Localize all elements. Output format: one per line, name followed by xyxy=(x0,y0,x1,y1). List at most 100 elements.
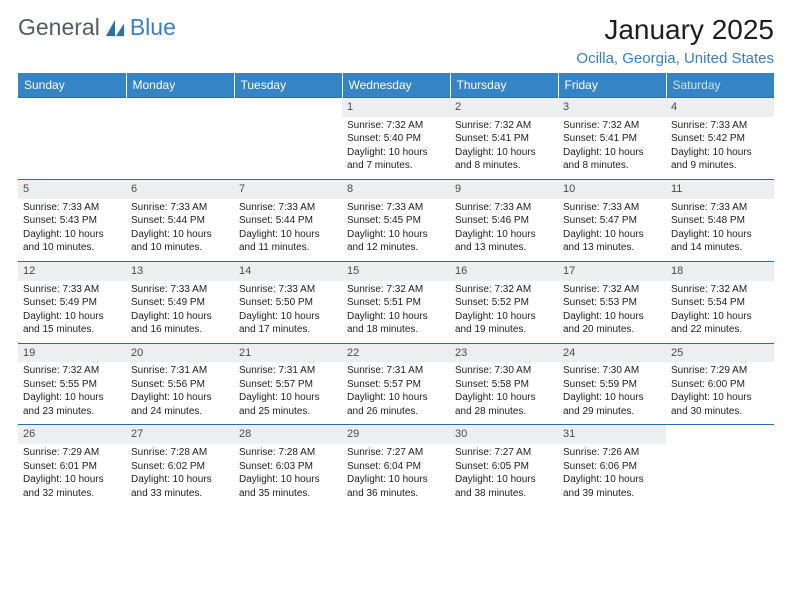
day-number: 25 xyxy=(666,344,774,363)
calendar-cell: 21Sunrise: 7:31 AMSunset: 5:57 PMDayligh… xyxy=(234,343,342,425)
header-tuesday: Tuesday xyxy=(234,73,342,98)
calendar-cell: 11Sunrise: 7:33 AMSunset: 5:48 PMDayligh… xyxy=(666,179,774,261)
daylight-text: Daylight: 10 hours and 33 minutes. xyxy=(131,473,229,500)
day-body xyxy=(126,102,234,110)
calendar-cell: 22Sunrise: 7:31 AMSunset: 5:57 PMDayligh… xyxy=(342,343,450,425)
day-number: 28 xyxy=(234,425,342,444)
calendar-cell: 27Sunrise: 7:28 AMSunset: 6:02 PMDayligh… xyxy=(126,425,234,506)
title-block: January 2025 Ocilla, Georgia, United Sta… xyxy=(576,14,774,67)
sunset-text: Sunset: 5:49 PM xyxy=(23,296,121,310)
sunrise-text: Sunrise: 7:31 AM xyxy=(347,364,445,378)
day-number: 4 xyxy=(666,98,774,117)
day-number: 11 xyxy=(666,180,774,199)
calendar-cell xyxy=(126,98,234,180)
day-number: 1 xyxy=(342,98,450,117)
sunset-text: Sunset: 6:06 PM xyxy=(563,460,661,474)
day-number: 19 xyxy=(18,344,126,363)
day-body: Sunrise: 7:27 AMSunset: 6:05 PMDaylight:… xyxy=(450,444,558,506)
day-body: Sunrise: 7:33 AMSunset: 5:45 PMDaylight:… xyxy=(342,199,450,261)
day-number: 5 xyxy=(18,180,126,199)
day-number: 31 xyxy=(558,425,666,444)
daylight-text: Daylight: 10 hours and 17 minutes. xyxy=(239,310,337,337)
brand-text-1: General xyxy=(18,14,100,41)
day-number: 26 xyxy=(18,425,126,444)
day-number: 18 xyxy=(666,262,774,281)
calendar-table: Sunday Monday Tuesday Wednesday Thursday… xyxy=(18,73,774,506)
daylight-text: Daylight: 10 hours and 10 minutes. xyxy=(131,228,229,255)
calendar-cell: 1Sunrise: 7:32 AMSunset: 5:40 PMDaylight… xyxy=(342,98,450,180)
day-body: Sunrise: 7:33 AMSunset: 5:49 PMDaylight:… xyxy=(126,281,234,343)
day-header-row: Sunday Monday Tuesday Wednesday Thursday… xyxy=(18,73,774,98)
daylight-text: Daylight: 10 hours and 32 minutes. xyxy=(23,473,121,500)
day-number: 17 xyxy=(558,262,666,281)
day-body: Sunrise: 7:33 AMSunset: 5:43 PMDaylight:… xyxy=(18,199,126,261)
sunset-text: Sunset: 5:47 PM xyxy=(563,214,661,228)
sunset-text: Sunset: 5:51 PM xyxy=(347,296,445,310)
daylight-text: Daylight: 10 hours and 16 minutes. xyxy=(131,310,229,337)
day-body: Sunrise: 7:33 AMSunset: 5:47 PMDaylight:… xyxy=(558,199,666,261)
sunset-text: Sunset: 6:03 PM xyxy=(239,460,337,474)
day-body: Sunrise: 7:30 AMSunset: 5:59 PMDaylight:… xyxy=(558,362,666,424)
day-body: Sunrise: 7:29 AMSunset: 6:00 PMDaylight:… xyxy=(666,362,774,424)
daylight-text: Daylight: 10 hours and 23 minutes. xyxy=(23,391,121,418)
sunset-text: Sunset: 6:00 PM xyxy=(671,378,769,392)
sunrise-text: Sunrise: 7:30 AM xyxy=(563,364,661,378)
sunset-text: Sunset: 5:57 PM xyxy=(347,378,445,392)
day-number: 2 xyxy=(450,98,558,117)
sunrise-text: Sunrise: 7:32 AM xyxy=(563,283,661,297)
sunrise-text: Sunrise: 7:29 AM xyxy=(23,446,121,460)
sunrise-text: Sunrise: 7:30 AM xyxy=(455,364,553,378)
calendar-cell: 12Sunrise: 7:33 AMSunset: 5:49 PMDayligh… xyxy=(18,261,126,343)
day-number: 6 xyxy=(126,180,234,199)
calendar-cell: 31Sunrise: 7:26 AMSunset: 6:06 PMDayligh… xyxy=(558,425,666,506)
sunset-text: Sunset: 5:45 PM xyxy=(347,214,445,228)
sunset-text: Sunset: 5:54 PM xyxy=(671,296,769,310)
day-number: 12 xyxy=(18,262,126,281)
daylight-text: Daylight: 10 hours and 28 minutes. xyxy=(455,391,553,418)
daylight-text: Daylight: 10 hours and 29 minutes. xyxy=(563,391,661,418)
day-body: Sunrise: 7:33 AMSunset: 5:50 PMDaylight:… xyxy=(234,281,342,343)
daylight-text: Daylight: 10 hours and 7 minutes. xyxy=(347,146,445,173)
day-body: Sunrise: 7:32 AMSunset: 5:52 PMDaylight:… xyxy=(450,281,558,343)
calendar-cell: 6Sunrise: 7:33 AMSunset: 5:44 PMDaylight… xyxy=(126,179,234,261)
sunset-text: Sunset: 5:49 PM xyxy=(131,296,229,310)
day-body: Sunrise: 7:32 AMSunset: 5:40 PMDaylight:… xyxy=(342,117,450,179)
day-number: 14 xyxy=(234,262,342,281)
daylight-text: Daylight: 10 hours and 20 minutes. xyxy=(563,310,661,337)
calendar-cell xyxy=(18,98,126,180)
sunrise-text: Sunrise: 7:33 AM xyxy=(131,283,229,297)
calendar-cell: 20Sunrise: 7:31 AMSunset: 5:56 PMDayligh… xyxy=(126,343,234,425)
day-number: 15 xyxy=(342,262,450,281)
day-body: Sunrise: 7:33 AMSunset: 5:48 PMDaylight:… xyxy=(666,199,774,261)
calendar-cell: 19Sunrise: 7:32 AMSunset: 5:55 PMDayligh… xyxy=(18,343,126,425)
daylight-text: Daylight: 10 hours and 8 minutes. xyxy=(563,146,661,173)
day-body xyxy=(18,102,126,110)
daylight-text: Daylight: 10 hours and 12 minutes. xyxy=(347,228,445,255)
header: General Blue January 2025 Ocilla, Georgi… xyxy=(18,14,774,67)
header-wednesday: Wednesday xyxy=(342,73,450,98)
day-body: Sunrise: 7:32 AMSunset: 5:54 PMDaylight:… xyxy=(666,281,774,343)
daylight-text: Daylight: 10 hours and 15 minutes. xyxy=(23,310,121,337)
calendar-week-row: 19Sunrise: 7:32 AMSunset: 5:55 PMDayligh… xyxy=(18,343,774,425)
day-body: Sunrise: 7:32 AMSunset: 5:41 PMDaylight:… xyxy=(558,117,666,179)
sunrise-text: Sunrise: 7:33 AM xyxy=(239,201,337,215)
sunrise-text: Sunrise: 7:33 AM xyxy=(563,201,661,215)
calendar-cell: 18Sunrise: 7:32 AMSunset: 5:54 PMDayligh… xyxy=(666,261,774,343)
daylight-text: Daylight: 10 hours and 26 minutes. xyxy=(347,391,445,418)
calendar-cell: 2Sunrise: 7:32 AMSunset: 5:41 PMDaylight… xyxy=(450,98,558,180)
sunset-text: Sunset: 5:42 PM xyxy=(671,132,769,146)
day-number: 9 xyxy=(450,180,558,199)
day-body: Sunrise: 7:30 AMSunset: 5:58 PMDaylight:… xyxy=(450,362,558,424)
sunset-text: Sunset: 5:58 PM xyxy=(455,378,553,392)
day-number: 20 xyxy=(126,344,234,363)
day-body: Sunrise: 7:31 AMSunset: 5:56 PMDaylight:… xyxy=(126,362,234,424)
daylight-text: Daylight: 10 hours and 11 minutes. xyxy=(239,228,337,255)
day-number: 10 xyxy=(558,180,666,199)
sunrise-text: Sunrise: 7:33 AM xyxy=(239,283,337,297)
sunset-text: Sunset: 5:41 PM xyxy=(563,132,661,146)
sail-icon xyxy=(104,18,126,38)
brand-text-2: Blue xyxy=(130,14,176,40)
day-number: 7 xyxy=(234,180,342,199)
sunset-text: Sunset: 5:50 PM xyxy=(239,296,337,310)
sunset-text: Sunset: 6:05 PM xyxy=(455,460,553,474)
